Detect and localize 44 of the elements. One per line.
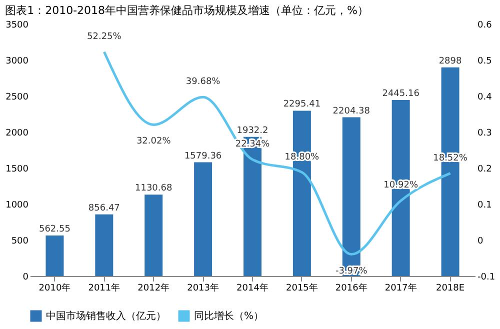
y2-tick-label: 0.4 <box>478 92 492 102</box>
data-label: 856.47 <box>88 203 120 214</box>
x-tick-label: 2018E <box>436 284 465 294</box>
x-tick-label: 2015年 <box>286 282 318 294</box>
y-tick-label: 3500 <box>6 20 29 30</box>
data-label: 2204.38 <box>332 106 370 116</box>
y2-tick-label: 0.1 <box>478 200 492 210</box>
y-tick-label: 3000 <box>6 56 29 66</box>
legend-label: 同比增长（%） <box>194 310 264 322</box>
y2-tick-label: -0.1 <box>478 272 496 282</box>
legend-label: 中国市场销售收入（亿元） <box>46 310 166 322</box>
data-label: 1932.2 <box>236 126 268 136</box>
data-label: 1579.36 <box>184 151 222 162</box>
bar <box>95 214 114 276</box>
data-label: 2445.16 <box>382 88 420 99</box>
y2-tick-label: 0.3 <box>478 128 492 138</box>
y-tick-label: 2000 <box>6 128 29 138</box>
x-tick-label: 2011年 <box>88 282 120 294</box>
bar <box>144 194 163 276</box>
y2-tick-label: 0.5 <box>478 56 492 66</box>
y2-tick-label: 0 <box>478 236 484 246</box>
bar <box>194 162 212 276</box>
y-tick-label: 1000 <box>6 200 29 210</box>
y2-tick-label: 0.2 <box>478 164 492 174</box>
chart-title: 图表1：2010-2018年中国营养保健品市场规模及增速（单位：亿元，%） <box>5 4 369 17</box>
data-label: 562.55 <box>38 224 70 234</box>
data-label: 1130.68 <box>135 184 172 194</box>
data-label: 2295.41 <box>283 100 321 110</box>
bar <box>46 235 64 276</box>
x-tick-label: 2017年 <box>384 282 417 294</box>
data-label: 2898 <box>438 56 462 66</box>
y-tick-label: 500 <box>11 236 29 246</box>
y-tick-label: 2500 <box>6 92 29 102</box>
x-tick-label: 2014年 <box>236 282 268 294</box>
data-label: 52.25% <box>87 32 122 42</box>
y-tick-label: 0 <box>22 272 29 282</box>
y-tick-label: 1500 <box>6 164 29 174</box>
x-tick-label: 2016年 <box>335 282 368 294</box>
y2-tick-label: 0.6 <box>478 20 492 30</box>
x-tick-label: 2012年 <box>138 282 170 294</box>
data-label: 32.02% <box>136 136 172 147</box>
x-tick-label: 2013年 <box>187 282 220 294</box>
data-label: 39.68% <box>186 77 221 88</box>
x-tick-label: 2010年 <box>38 282 71 294</box>
